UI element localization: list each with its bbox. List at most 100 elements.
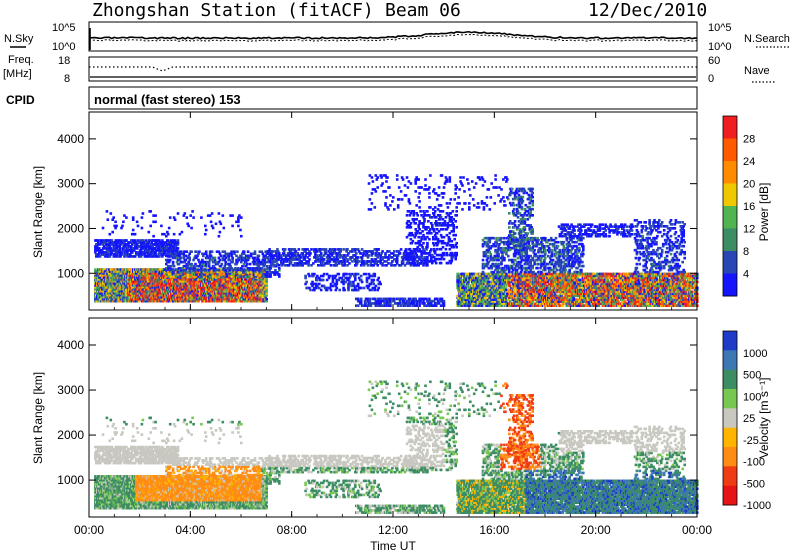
heatmap-cell — [234, 267, 237, 270]
heatmap-cell — [359, 297, 363, 301]
heatmap-cell — [424, 251, 427, 255]
heatmap-cell — [308, 258, 311, 261]
heatmap-cell — [236, 250, 239, 253]
heatmap-cell — [164, 278, 167, 281]
heatmap-cell — [309, 288, 312, 292]
heatmap-cell — [133, 274, 136, 277]
heatmap-cell — [137, 274, 141, 277]
heatmap-cell — [141, 270, 145, 273]
heatmap-cell — [130, 282, 133, 285]
heatmap-cell — [195, 295, 198, 299]
heatmap-cell — [203, 276, 206, 279]
heatmap-cell — [441, 228, 445, 231]
heatmap-cell — [104, 284, 108, 287]
heatmap-cell — [124, 280, 127, 283]
heatmap-cell — [102, 268, 106, 271]
heatmap-cell — [127, 294, 130, 297]
heatmap-cell — [231, 256, 234, 260]
heatmap-cell — [434, 304, 438, 307]
heatmap-cell — [321, 278, 325, 282]
heatmap-cell — [134, 280, 138, 283]
heatmap-cell — [403, 297, 407, 301]
heatmap-cell — [222, 273, 226, 276]
heatmap-cell — [102, 274, 106, 277]
heatmap-cell — [368, 297, 372, 301]
heatmap-cell — [372, 278, 376, 282]
heatmap-cell — [176, 247, 180, 250]
heatmap-cell — [98, 297, 102, 301]
heatmap-cell — [425, 297, 428, 301]
heatmap-cell — [338, 288, 341, 292]
heatmap-cell — [156, 284, 159, 287]
heatmap-cell — [212, 280, 216, 283]
heatmap-cell — [140, 294, 144, 297]
heatmap-cell — [125, 290, 128, 293]
heatmap-cell — [166, 299, 169, 303]
heatmap-cell — [219, 270, 223, 273]
heatmap-cell — [221, 284, 225, 287]
heatmap-cell — [94, 280, 97, 283]
heatmap-cell — [188, 280, 192, 283]
heatmap-cell — [442, 235, 446, 239]
heatmap-cell — [235, 297, 238, 301]
heatmap-cell — [176, 288, 180, 291]
heatmap-cell — [441, 210, 445, 213]
heatmap-cell — [414, 297, 417, 301]
heatmap-cell — [144, 299, 148, 303]
heatmap-cell — [398, 252, 402, 255]
heatmap-cell — [201, 288, 204, 291]
heatmap-cell — [237, 275, 240, 278]
heatmap-cell — [283, 248, 287, 251]
heatmap-cell — [94, 292, 97, 295]
heatmap-cell — [152, 274, 156, 277]
heatmap-cell — [111, 299, 115, 303]
noise-left-tick-top: 10^5 — [52, 22, 76, 34]
heatmap-cell — [220, 276, 224, 279]
heatmap-cell — [200, 286, 203, 289]
heatmap-cell — [129, 294, 132, 297]
heatmap-cell — [163, 286, 166, 289]
heatmap-cell — [209, 299, 213, 303]
heatmap-cell — [119, 272, 122, 275]
heatmap-cell — [305, 280, 308, 284]
heatmap-cell — [415, 259, 418, 263]
heatmap-cell — [132, 276, 135, 279]
heatmap-cell — [319, 252, 323, 255]
heatmap-cell — [221, 290, 225, 293]
heatmap-cell — [145, 270, 149, 273]
heatmap-cell — [393, 250, 396, 253]
freq-panel: Freq. [MHz] 18 8 60 0 Nave — [3, 54, 776, 85]
heatmap-cell — [141, 295, 145, 299]
heatmap-cell — [134, 286, 137, 289]
heatmap-cell — [128, 280, 131, 283]
heatmap-cell — [135, 284, 139, 287]
noise-sky-line — [88, 28, 698, 50]
freq-tick-bottom: 8 — [64, 73, 70, 85]
heatmap-cell — [364, 272, 368, 276]
heatmap-cell — [455, 226, 458, 229]
heatmap-cell — [176, 239, 180, 242]
heatmap-cell — [167, 278, 170, 281]
heatmap-cell — [193, 282, 196, 285]
heatmap-cell — [185, 294, 189, 297]
heatmap-cell — [420, 259, 423, 263]
heatmap-cell — [359, 274, 363, 278]
power-heatmap — [94, 174, 699, 307]
heatmap-cell — [205, 278, 208, 281]
heatmap-cell — [278, 267, 281, 270]
heatmap-cell — [211, 278, 215, 281]
heatmap-cell — [356, 272, 360, 276]
heatmap-cell — [210, 250, 214, 253]
heatmap-cell — [190, 250, 193, 253]
nave-tick-top: 60 — [708, 55, 720, 67]
heatmap-cell — [319, 288, 323, 292]
nsearch-label: N.Search — [744, 33, 790, 45]
heatmap-cell — [265, 260, 268, 264]
heatmap-cell — [345, 272, 348, 276]
heatmap-cell — [359, 299, 363, 303]
heatmap-cell — [398, 299, 402, 303]
heatmap-cell — [98, 272, 102, 275]
heatmap-cell — [188, 295, 192, 299]
heatmap-cell — [166, 295, 169, 299]
